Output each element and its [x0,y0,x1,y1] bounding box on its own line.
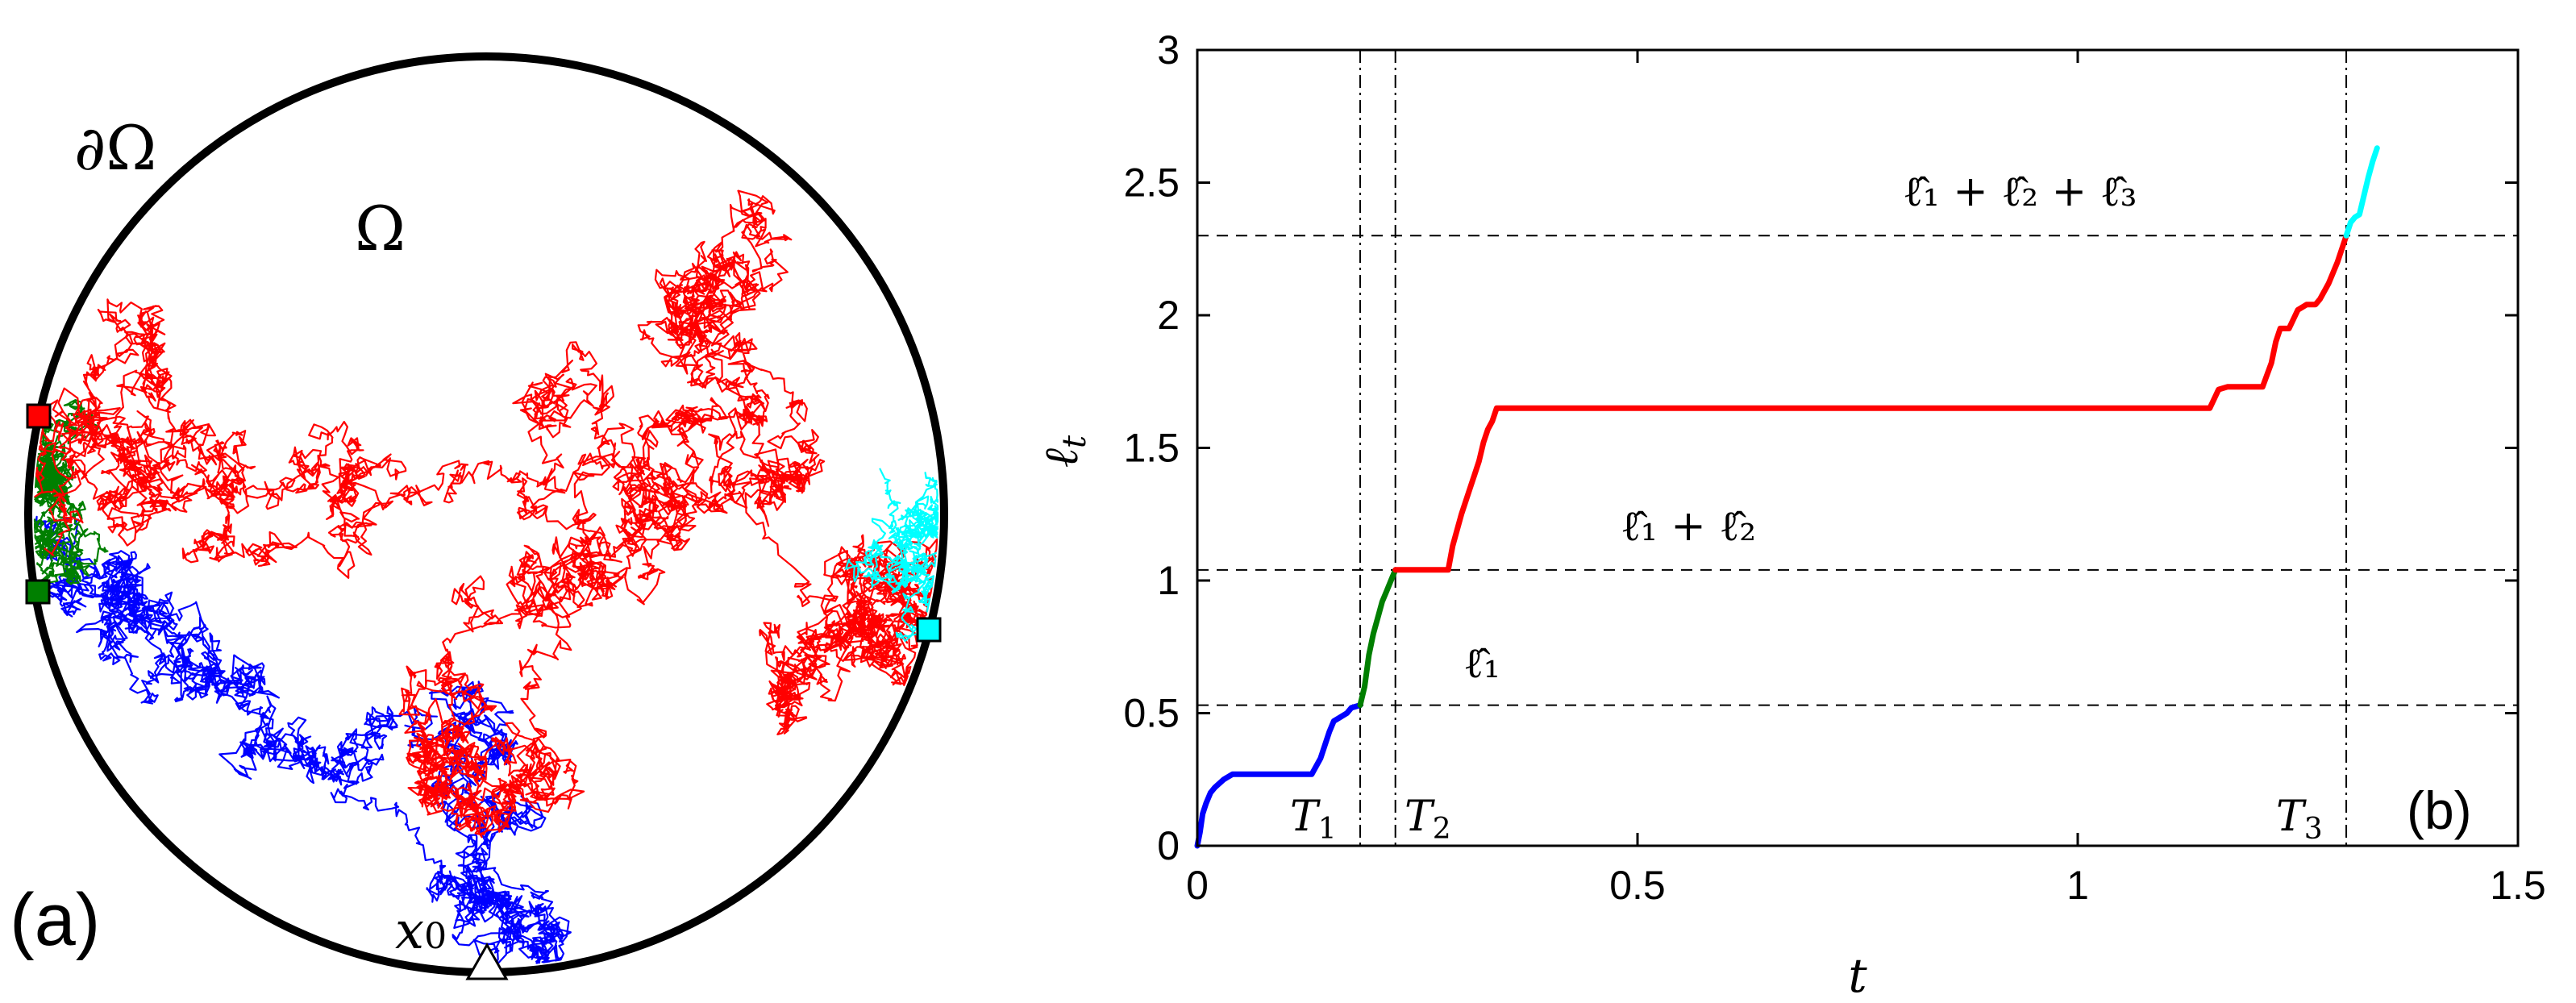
time-label-T3-main: T [2276,793,2307,841]
y-axis-label-sub: t [1056,435,1093,448]
level-label-3: ℓ̂₁ + ℓ̂₂ + ℓ̂₃ [1903,168,2137,216]
x-tick-label: 0.5 [1609,863,1666,908]
panel-a-label: (a) [10,879,100,961]
walk-trace [845,468,939,642]
time-label-T3: T3 [2276,793,2323,846]
boundary-label: ∂Ω [74,112,156,184]
walk-trace [34,515,572,967]
series-segment-2 [1357,567,1399,709]
reference-lines [1197,50,2518,846]
time-label-T1-main: T [1290,793,1321,841]
x-axis-label: t [1848,948,1867,1003]
series-segment-4 [2343,145,2380,239]
y-axis-label-main: ℓ [1034,448,1088,468]
axis-ticks: 0 0.5 1 1.5 0 0.5 1 1.5 2 2.5 3 [1123,27,2545,908]
hit-marker-cyan [916,617,942,643]
time-label-T3-sub: 3 [2304,813,2323,846]
y-tick-label: 0 [1157,823,1180,868]
time-label-T2-main: T [1405,793,1435,841]
series-lines [1194,145,2380,849]
y-tick-label: 2 [1157,293,1180,338]
level-label-1: ℓ̂₁ [1463,639,1500,688]
hit-marker-red [26,403,52,429]
series-segment-1 [1194,702,1363,849]
start-point-label: x0 [395,901,447,961]
x-tick-label: 1.5 [2490,863,2546,908]
panel-b-plot: 0 0.5 1 1.500.511.522.53 t ℓt ℓ̂₁ ℓ̂₁ + ℓ̂₂… [1034,27,2546,1003]
x-tick-label: 0 [1186,863,1209,908]
y-tick-label: 1 [1157,558,1180,603]
start-point-triangle [465,942,509,980]
x-tick-label: 1 [2066,863,2089,908]
y-tick-label: 1.5 [1123,426,1180,471]
series-segment-3 [1392,232,2349,573]
walk-path-blue [34,515,572,967]
panel-b-label: (b) [2407,780,2472,840]
panel-a-disk: ∂Ω Ω x0 (a) [10,52,948,980]
start-point-label-sub: 0 [424,916,447,957]
time-label-T2: T2 [1405,793,1451,846]
time-label-T2-sub: 2 [1433,813,1451,846]
y-tick-label: 0.5 [1123,691,1180,736]
y-tick-label: 2.5 [1123,160,1180,206]
hit-marker-green [25,579,51,605]
level-label-2: ℓ̂₁ + ℓ̂₂ [1621,502,1756,551]
domain-label: Ω [355,193,406,264]
y-axis-label: ℓt [1034,435,1093,468]
y-tick-label: 3 [1157,27,1180,73]
time-label-T1: T1 [1290,793,1337,846]
walk-path-cyan [845,468,939,642]
start-point-label-main: x [395,901,424,961]
time-label-T1-sub: 1 [1318,813,1337,846]
